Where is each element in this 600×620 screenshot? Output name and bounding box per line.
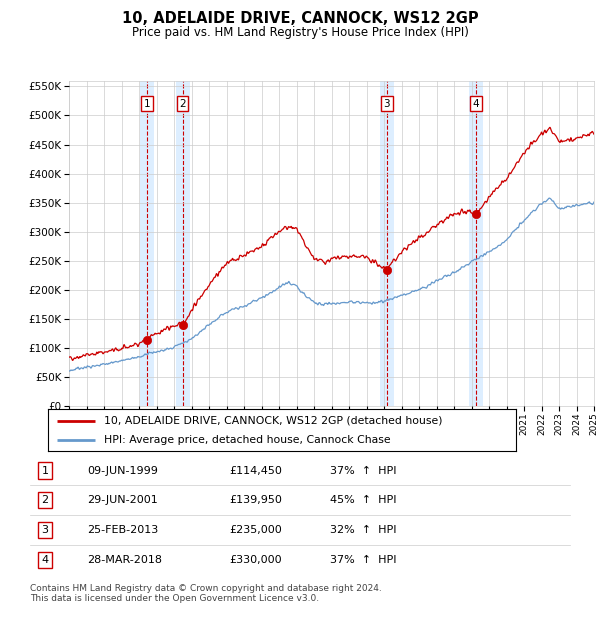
- Text: 10, ADELAIDE DRIVE, CANNOCK, WS12 2GP (detached house): 10, ADELAIDE DRIVE, CANNOCK, WS12 2GP (d…: [104, 415, 443, 425]
- Text: 32%  ↑  HPI: 32% ↑ HPI: [330, 525, 397, 535]
- Text: £139,950: £139,950: [229, 495, 282, 505]
- Bar: [140, 81, 154, 406]
- Text: 29-JUN-2001: 29-JUN-2001: [87, 495, 158, 505]
- Text: 37%  ↑  HPI: 37% ↑ HPI: [330, 466, 397, 476]
- Text: 45%  ↑  HPI: 45% ↑ HPI: [330, 495, 397, 505]
- Text: 4: 4: [472, 99, 479, 109]
- Text: 3: 3: [41, 525, 49, 535]
- Text: Price paid vs. HM Land Registry's House Price Index (HPI): Price paid vs. HM Land Registry's House …: [131, 26, 469, 39]
- Text: 4: 4: [41, 555, 49, 565]
- Text: 09-JUN-1999: 09-JUN-1999: [87, 466, 158, 476]
- Text: 10, ADELAIDE DRIVE, CANNOCK, WS12 2GP: 10, ADELAIDE DRIVE, CANNOCK, WS12 2GP: [122, 11, 478, 26]
- Text: 1: 1: [143, 99, 150, 109]
- Text: Contains HM Land Registry data © Crown copyright and database right 2024.: Contains HM Land Registry data © Crown c…: [30, 584, 382, 593]
- Text: This data is licensed under the Open Government Licence v3.0.: This data is licensed under the Open Gov…: [30, 594, 319, 603]
- Bar: [380, 81, 394, 406]
- Text: 2: 2: [41, 495, 49, 505]
- Text: 1: 1: [41, 466, 49, 476]
- Text: £114,450: £114,450: [229, 466, 282, 476]
- Bar: [176, 81, 190, 406]
- Text: 37%  ↑  HPI: 37% ↑ HPI: [330, 555, 397, 565]
- Text: 2: 2: [179, 99, 186, 109]
- Bar: [469, 81, 483, 406]
- Text: £330,000: £330,000: [229, 555, 282, 565]
- Text: 28-MAR-2018: 28-MAR-2018: [87, 555, 162, 565]
- Text: 25-FEB-2013: 25-FEB-2013: [87, 525, 158, 535]
- Text: HPI: Average price, detached house, Cannock Chase: HPI: Average price, detached house, Cann…: [104, 435, 391, 445]
- Text: 3: 3: [383, 99, 390, 109]
- Text: £235,000: £235,000: [229, 525, 282, 535]
